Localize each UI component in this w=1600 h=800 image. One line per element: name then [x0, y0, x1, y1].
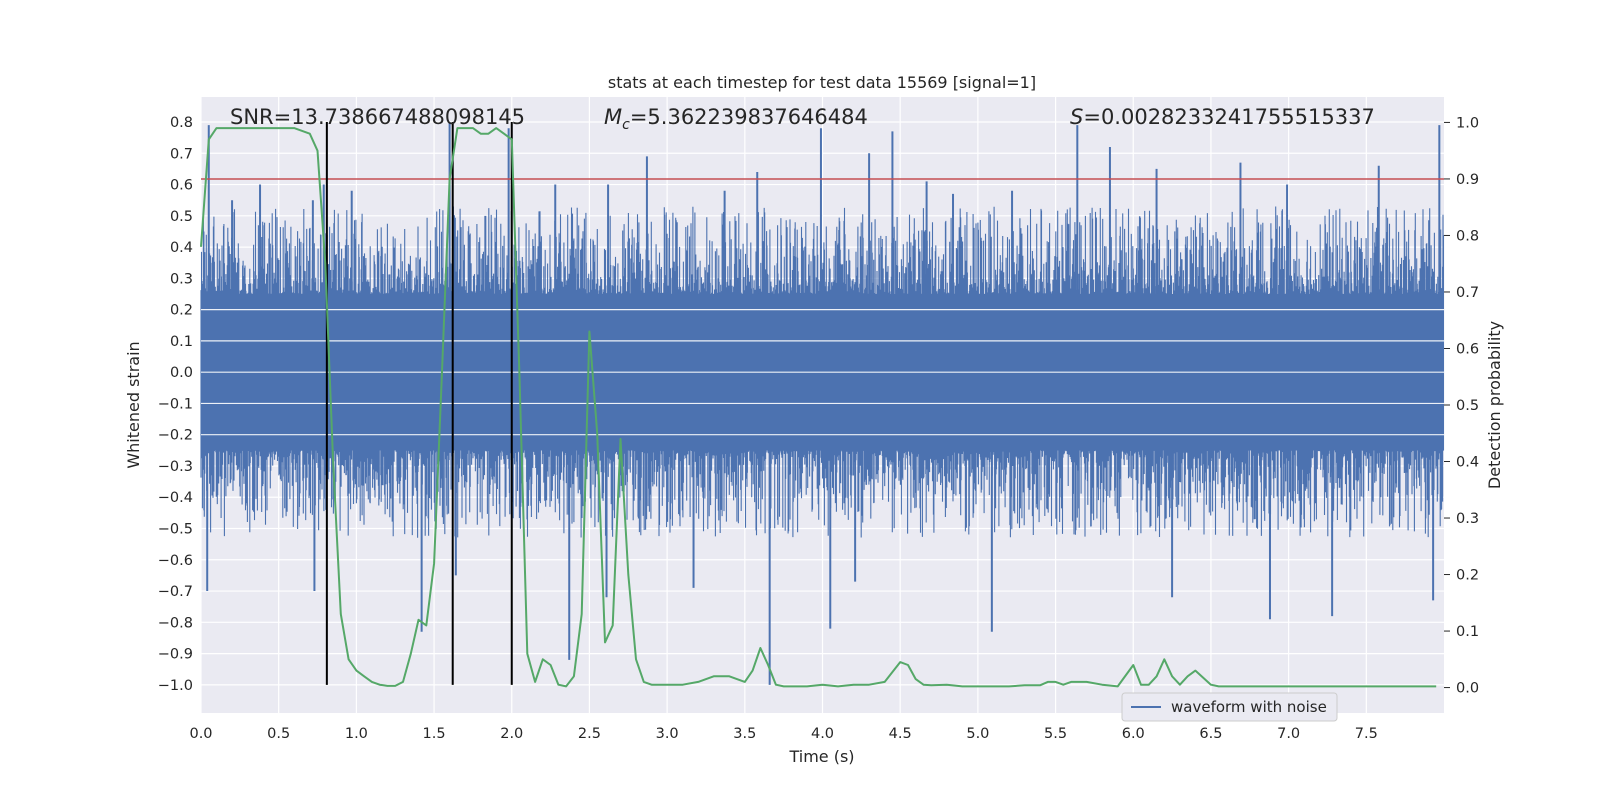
legend-box — [1121, 692, 1338, 722]
x-tick-label: 1.0 — [345, 726, 368, 742]
y-right-axis-label: Detection probability — [1485, 321, 1504, 489]
y-left-tick-label: 0.3 — [170, 271, 193, 287]
x-tick-label: 0.0 — [189, 726, 212, 742]
chirp-mass-subscript: c — [622, 117, 630, 133]
y-left-tick-label: −0.6 — [158, 553, 193, 569]
y-right-tick-label: 0.9 — [1456, 172, 1479, 188]
x-tick-label: 5.0 — [966, 726, 989, 742]
y-right-tick-labels: 1.0 0.9 0.8 0.7 0.6 0.5 0.4 0.3 0.2 0.1 0.0 — [1444, 115, 1479, 697]
y-left-tick-label: −0.2 — [158, 428, 193, 444]
x-tick-label: 2.5 — [578, 726, 601, 742]
y-left-tick-label: −0.1 — [158, 396, 193, 412]
x-tick-label: 7.0 — [1277, 726, 1300, 742]
x-tick-labels: 0.0 0.5 1.0 1.5 2.0 2.5 3.0 3.5 4.0 4.5 5.0 5.5 6.0 6… — [189, 726, 1377, 742]
y-left-tick-label: 0.4 — [170, 240, 193, 256]
probability-series — [200, 127, 1437, 688]
x-tick-label: 4.5 — [889, 726, 912, 742]
y-left-tick-label: −0.4 — [158, 490, 193, 506]
y-left-tick-label: −0.9 — [158, 647, 193, 663]
y-left-tick-label: 0.6 — [170, 178, 193, 194]
y-left-tick-label: 0.7 — [170, 146, 193, 162]
y-right-tick-label: 0.1 — [1456, 624, 1479, 640]
x-tick-label: 0.5 — [267, 726, 290, 742]
y-left-tick-label: 0.1 — [170, 334, 193, 350]
y-left-tick-label: −0.5 — [158, 522, 193, 538]
y-left-tick-label: −1.0 — [158, 678, 193, 694]
y-left-tick-label: 0.5 — [170, 209, 193, 225]
chirp-mass-annotation: Mc=5.362239837646484 — [604, 105, 868, 133]
s-symbol: S — [1070, 105, 1083, 129]
x-tick-label: 3.0 — [656, 726, 679, 742]
x-tick-label: 2.0 — [500, 726, 523, 742]
y-right-tick-label: 0.4 — [1456, 455, 1479, 471]
y-right-tick-label: 1.0 — [1456, 115, 1479, 131]
x-tick-label: 6.0 — [1122, 726, 1145, 742]
x-tick-label: 4.0 — [811, 726, 834, 742]
chirp-mass-symbol: M — [604, 105, 622, 129]
legend: waveform with noise — [1121, 692, 1338, 722]
y-right-tick-label: 0.6 — [1456, 341, 1479, 357]
y-left-axis-label: Whitened strain — [124, 341, 143, 468]
x-tick-label: 6.5 — [1199, 726, 1222, 742]
s-annotation: S=0.0028233241755515337 — [1070, 105, 1375, 129]
y-left-tick-label: −0.7 — [158, 584, 193, 600]
x-tick-label: 5.5 — [1044, 726, 1067, 742]
y-left-tick-labels: 0.8 0.7 0.6 0.5 0.4 0.3 0.2 0.1 0.0 −0.1 −0.2 −0.3 −… — [158, 115, 193, 694]
s-value: =0.0028233241755515337 — [1083, 105, 1375, 129]
vertical-markers — [325, 122, 513, 685]
y-right-tick-label: 0.7 — [1456, 285, 1479, 301]
y-left-tick-label: 0.8 — [170, 115, 193, 131]
x-tick-label: 3.5 — [733, 726, 756, 742]
y-left-tick-label: 0.0 — [170, 365, 193, 381]
y-left-tick-label: −0.3 — [158, 459, 193, 475]
y-left-tick-label: 0.2 — [170, 303, 193, 319]
y-right-tick-label: 0.3 — [1456, 511, 1479, 527]
x-axis-label: Time (s) — [788, 747, 854, 766]
chart-title: stats at each timestep for test data 155… — [608, 73, 1036, 92]
waveform-series — [200, 122, 1445, 685]
y-right-tick-label: 0.0 — [1456, 681, 1479, 697]
y-right-tick-label: 0.2 — [1456, 568, 1479, 584]
chirp-mass-value: =5.362239837646484 — [630, 105, 868, 129]
x-tick-label: 1.5 — [423, 726, 446, 742]
legend-label: waveform with noise — [1171, 698, 1327, 716]
y-right-tick-label: 0.5 — [1456, 398, 1479, 414]
x-tick-label: 7.5 — [1355, 726, 1378, 742]
snr-annotation: SNR=13.738667488098145 — [230, 105, 525, 129]
y-right-tick-label: 0.8 — [1456, 228, 1479, 244]
y-left-tick-label: −0.8 — [158, 615, 193, 631]
